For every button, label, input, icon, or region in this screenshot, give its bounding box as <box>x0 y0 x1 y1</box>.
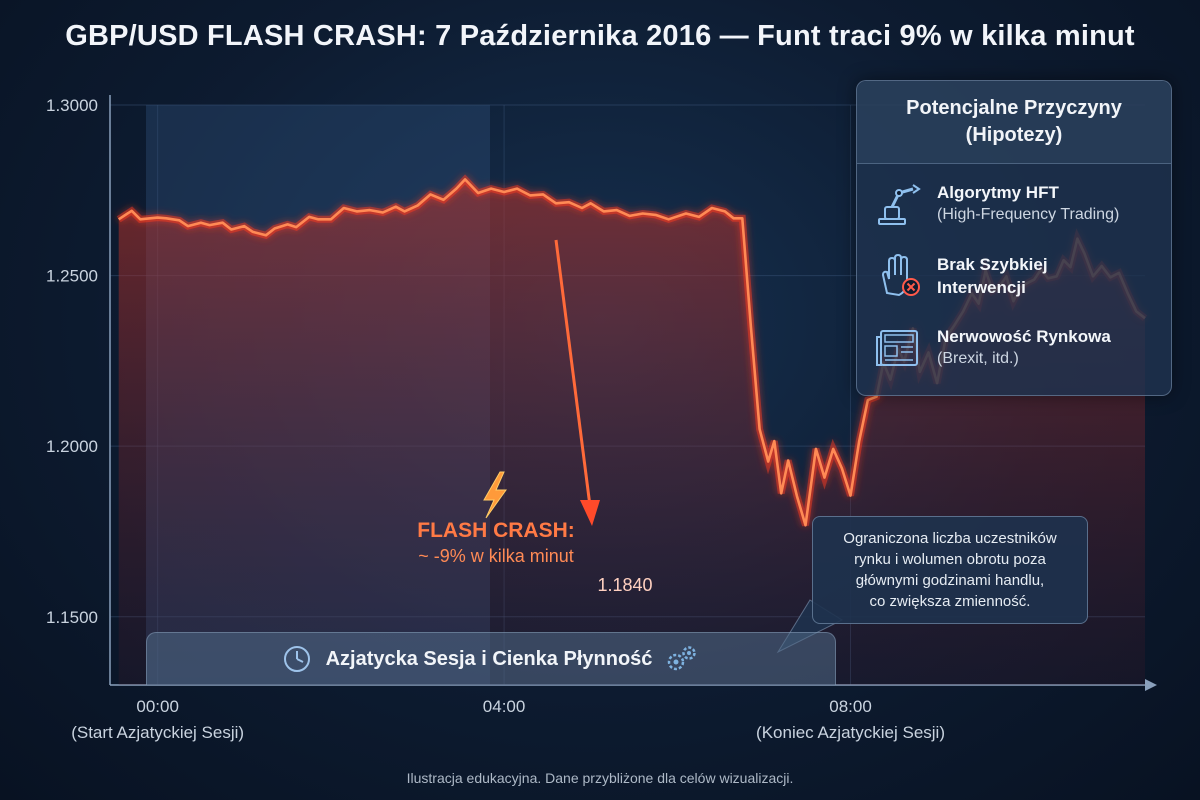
x-tick-sublabel: (Koniec Azjatyckiej Sesji) <box>756 723 945 742</box>
flash-crash-title: FLASH CRASH: <box>417 519 575 542</box>
causes-title-line-1: Potencjalne Przyczyny <box>906 97 1122 119</box>
cause-hft: Algorytmy HFT (High-Frequency Trading) <box>873 181 1163 227</box>
newspaper-icon <box>876 330 918 366</box>
cause-intervention: Brak Szybkiej Interwencji <box>873 253 1163 299</box>
gears-icon <box>668 646 697 671</box>
causes-title-line-2: (Hipotezy) <box>965 124 1063 146</box>
callout-line-2: rynku i wolumen obrotu poza <box>854 551 1046 568</box>
causes-title: Potencjalne Przyczyny (Hipotezy) <box>857 81 1171 164</box>
flash-crash-label: FLASH CRASH: ~ -9% w kilka minut <box>396 518 596 568</box>
x-tick-label: 04:00 <box>483 697 526 716</box>
cause-hft-sub: (High-Frequency Trading) <box>937 206 1120 223</box>
y-tick-label: 1.1500 <box>46 608 98 627</box>
lightning-icon <box>483 471 507 519</box>
cause-nervousness-sub: (Brexit, itd.) <box>937 350 1019 367</box>
cause-intervention-head-2: Interwencji <box>937 278 1026 297</box>
cause-nervousness: Nerwowość Rynkowa (Brexit, itd.) <box>873 325 1163 371</box>
flash-crash-subtitle: ~ -9% w kilka minut <box>418 546 574 566</box>
page-title: GBP/USD FLASH CRASH: 7 Października 2016… <box>65 20 1135 52</box>
low-price-label: 1.1840 <box>597 575 653 595</box>
x-axis-arrow <box>1145 679 1157 691</box>
cause-hft-head: Algorytmy HFT <box>937 183 1059 202</box>
x-tick-sublabel: (Start Azjatyckiej Sesji) <box>71 723 244 742</box>
clock-icon <box>283 646 310 672</box>
cause-nervousness-head: Nerwowość Rynkowa <box>937 327 1111 346</box>
y-tick-label: 1.2500 <box>46 267 98 286</box>
robot-arm-icon <box>878 184 921 225</box>
x-tick-label: 08:00 <box>829 697 872 716</box>
session-label: Azjatycka Sesja i Cienka Płynność <box>147 633 835 685</box>
session-bar: Azjatycka Sesja i Cienka Płynność <box>146 632 836 685</box>
liquidity-callout: Ograniczona liczba uczestników rynku i w… <box>812 516 1088 624</box>
callout-line-4: co zwiększa zmienność. <box>869 593 1031 610</box>
session-label-text: Azjatycka Sesja i Cienka Płynność <box>325 647 653 670</box>
stop-hand-icon <box>881 253 920 297</box>
callout-line-1: Ograniczona liczba uczestników <box>843 530 1057 547</box>
x-tick-label: 00:00 <box>136 697 179 716</box>
y-tick-label: 1.2000 <box>46 437 98 456</box>
callout-line-3: głównymi godzinami handlu, <box>855 572 1045 589</box>
causes-panel: Potencjalne Przyczyny (Hipotezy) Algoryt… <box>856 80 1172 396</box>
cause-intervention-head-1: Brak Szybkiej <box>937 255 1048 274</box>
footnote: Ilustracja edukacyjna. Dane przybliżone … <box>406 770 794 786</box>
crash-arrow <box>554 239 600 526</box>
y-tick-label: 1.3000 <box>46 96 98 115</box>
